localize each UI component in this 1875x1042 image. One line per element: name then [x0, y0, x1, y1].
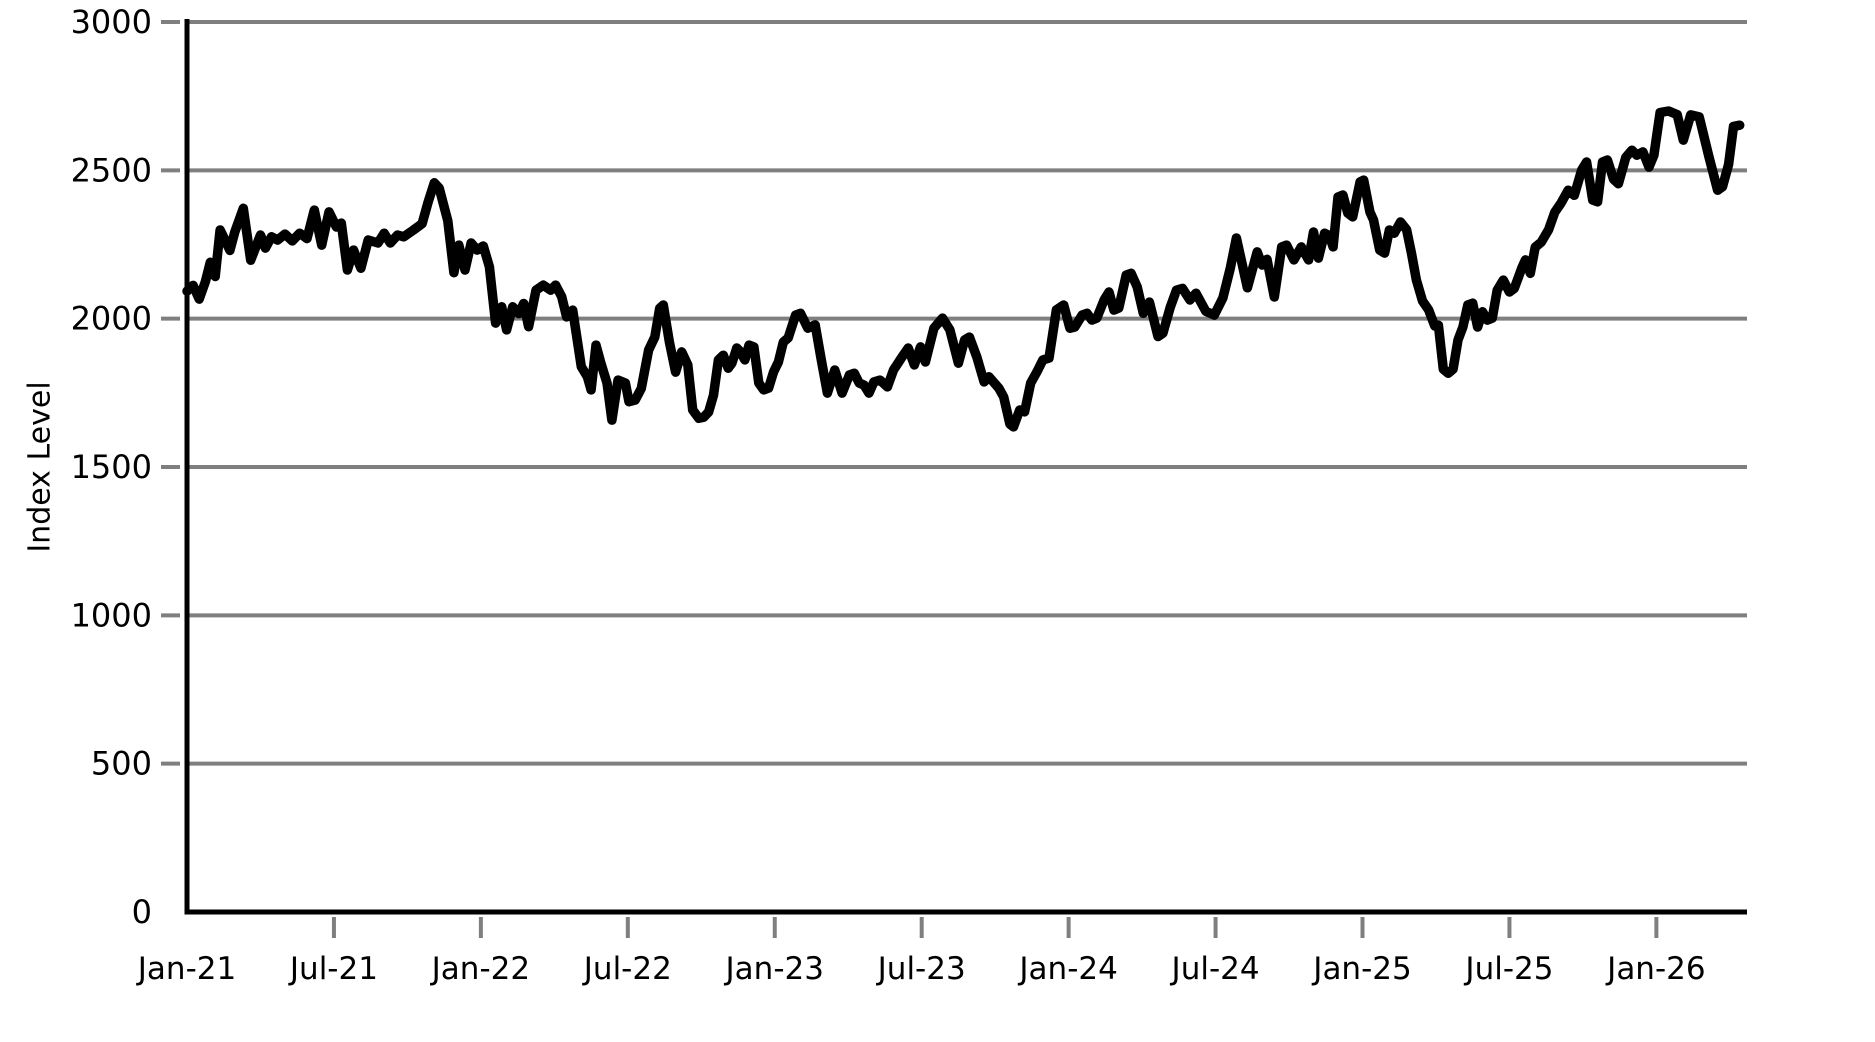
y-tick-label: 2500 [71, 151, 152, 189]
y-tick-label: 2000 [71, 300, 152, 338]
x-tick-label: Jan-21 [136, 951, 236, 987]
x-tick-label: Jan-23 [724, 951, 824, 987]
x-tick-label: Jan-26 [1605, 951, 1705, 987]
x-tick-label: Jul-21 [288, 951, 378, 987]
x-tick-label: Jul-24 [1170, 951, 1260, 987]
y-tick-label: 1500 [71, 448, 152, 486]
index-level-series-line [182, 106, 1745, 432]
x-tick-label: Jul-23 [876, 951, 966, 987]
y-tick-label: 0 [132, 893, 152, 931]
x-tick-label: Jan-24 [1017, 951, 1117, 987]
y-tick-label: 3000 [71, 3, 152, 41]
x-tick-label: Jan-25 [1311, 951, 1411, 987]
x-tick-label: Jul-22 [582, 951, 672, 987]
y-axis-title: Index Level [22, 381, 58, 553]
x-tick-label: Jan-22 [430, 951, 530, 987]
y-tick-label: 1000 [71, 596, 152, 634]
y-tick-label: 500 [91, 745, 152, 783]
x-tick-label: Jul-25 [1463, 951, 1553, 987]
